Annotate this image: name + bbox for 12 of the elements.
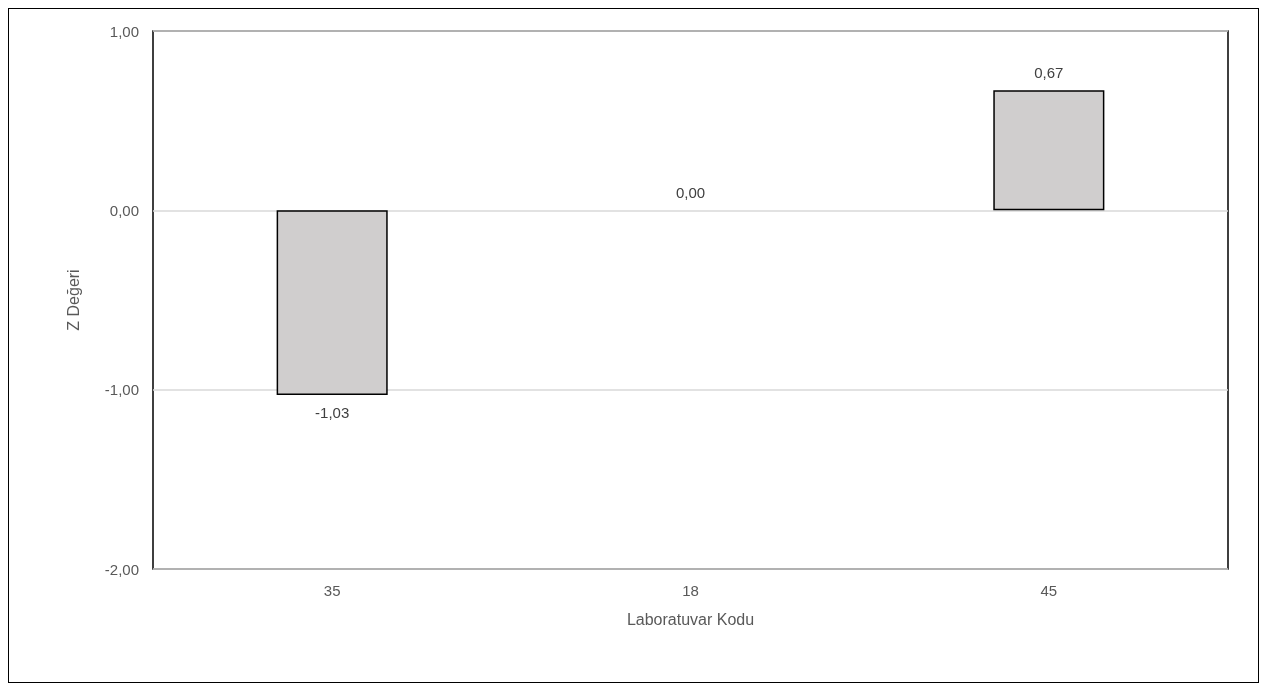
y-tick-label: -2,00 [104, 560, 139, 578]
y-axis-title: Z Değeri [64, 269, 82, 331]
x-tick-label: 45 [1040, 582, 1058, 599]
y-tick-label: -1,00 [104, 381, 139, 399]
y-tick-label: 1,00 [109, 22, 139, 40]
data-label: 0,00 [675, 184, 706, 202]
x-tick-label: 18 [682, 582, 699, 599]
x-tick-label: 35 [323, 582, 341, 599]
x-axis-title: Laboratuvar Kodu [626, 610, 755, 628]
y-tick-label: 0,00 [109, 201, 139, 219]
data-label: 0,67 [1034, 64, 1064, 82]
data-label: -1,03 [315, 404, 350, 422]
